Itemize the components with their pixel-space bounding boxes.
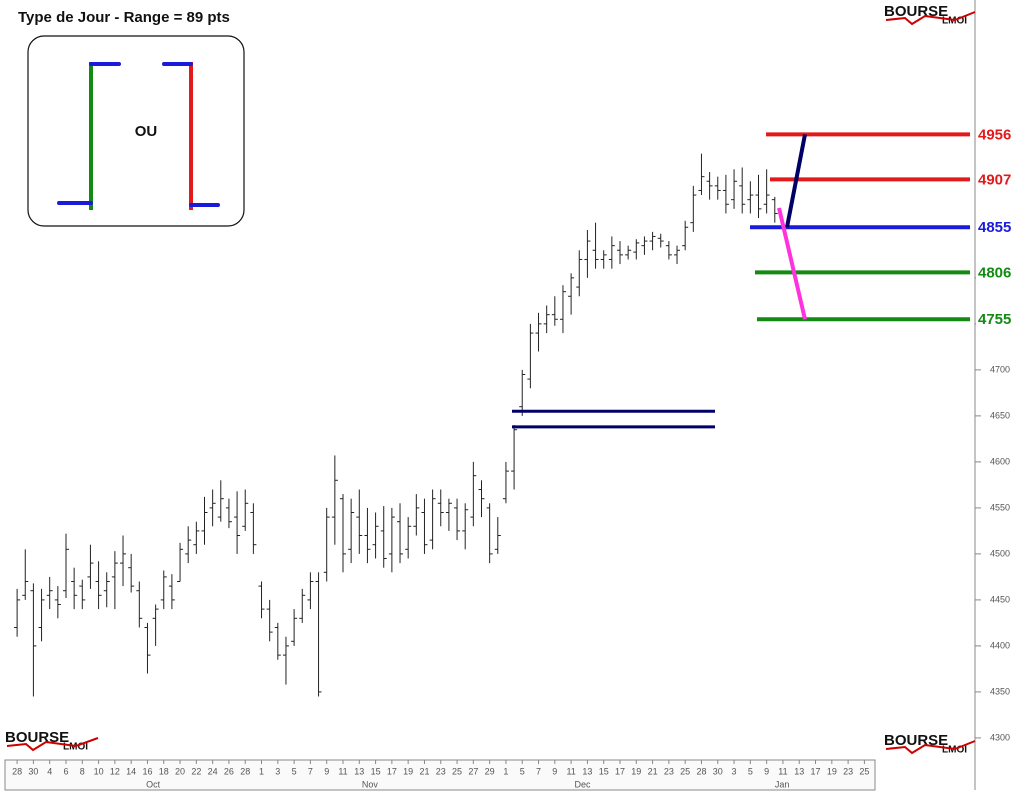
chart-title: Type de Jour - Range = 89 pts — [18, 9, 230, 26]
x-tick-label: 12 — [110, 766, 120, 776]
level-label-bg — [976, 170, 1024, 189]
x-tick-label: 22 — [191, 766, 201, 776]
move-line — [777, 207, 807, 320]
x-tick-label: 24 — [208, 766, 218, 776]
inset-text: OU — [135, 123, 158, 140]
y-tick-label: 4350 — [990, 686, 1010, 696]
x-tick-label: 21 — [648, 766, 658, 776]
logo-swoosh — [885, 740, 976, 755]
x-tick-label: 1 — [259, 766, 264, 776]
x-tick-label: 23 — [664, 766, 674, 776]
x-tick-label: 11 — [338, 766, 347, 776]
level-label-bg — [976, 263, 1024, 282]
x-tick-label: 17 — [615, 766, 625, 776]
x-tick-label: 17 — [387, 766, 397, 776]
x-tick-label: 28 — [240, 766, 250, 776]
x-tick-label: 4 — [47, 766, 52, 776]
level-label: 4755 — [978, 311, 1011, 328]
x-tick-label: 30 — [713, 766, 723, 776]
x-tick-label: 30 — [28, 766, 38, 776]
x-tick-label: 9 — [764, 766, 769, 776]
y-tick-label: 4600 — [990, 456, 1010, 466]
x-tick-label: 9 — [552, 766, 557, 776]
x-tick-label: 5 — [748, 766, 753, 776]
month-label: Nov — [362, 779, 379, 789]
x-tick-label: 3 — [275, 766, 280, 776]
y-tick-label: 4650 — [990, 410, 1010, 420]
x-tick-label: 3 — [732, 766, 737, 776]
x-tick-label: 19 — [827, 766, 837, 776]
x-tick-label: 10 — [94, 766, 104, 776]
x-tick-label: 25 — [680, 766, 690, 776]
x-tick-label: 28 — [12, 766, 22, 776]
x-tick-label: 29 — [485, 766, 495, 776]
month-label: Jan — [775, 779, 790, 789]
logo-swoosh — [885, 11, 976, 26]
x-tick-label: 17 — [811, 766, 821, 776]
x-tick-label: 28 — [696, 766, 706, 776]
move-line — [785, 133, 807, 228]
logo: BOURSE LMOI — [884, 3, 976, 27]
x-tick-label: 5 — [520, 766, 525, 776]
level-label: 4806 — [978, 264, 1011, 281]
x-tick-label: 19 — [631, 766, 641, 776]
x-tick-label: 11 — [778, 766, 787, 776]
logo-suffix: LMOI — [942, 16, 967, 27]
x-tick-label: 13 — [794, 766, 804, 776]
x-tick-label: 26 — [224, 766, 234, 776]
logo: BOURSE LMOI — [5, 729, 99, 753]
x-tick-label: 21 — [419, 766, 429, 776]
logo-suffix: LMOI — [942, 745, 967, 756]
y-tick-label: 4700 — [990, 364, 1010, 374]
level-label: 4956 — [978, 126, 1011, 143]
y-tick-label: 4450 — [990, 594, 1010, 604]
x-tick-label: 1 — [503, 766, 508, 776]
x-tick-label: 8 — [80, 766, 85, 776]
x-tick-label: 13 — [354, 766, 364, 776]
x-tick-label: 7 — [308, 766, 313, 776]
y-tick-label: 4400 — [990, 640, 1010, 650]
level-label-bg — [976, 218, 1024, 237]
logo: BOURSE LMOI — [884, 732, 976, 756]
x-tick-label: 25 — [859, 766, 869, 776]
x-tick-label: 11 — [566, 766, 575, 776]
x-tick-label: 25 — [452, 766, 462, 776]
y-tick-label: 4500 — [990, 548, 1010, 558]
logo-suffix: LMOI — [63, 742, 88, 753]
logo-name: BOURSE — [884, 3, 948, 20]
x-tick-label: 7 — [536, 766, 541, 776]
level-label: 4907 — [978, 171, 1011, 188]
level-label-bg — [976, 310, 1024, 329]
x-tick-label: 5 — [292, 766, 297, 776]
x-tick-label: 19 — [403, 766, 413, 776]
x-tick-label: 23 — [843, 766, 853, 776]
x-tick-label: 16 — [142, 766, 152, 776]
x-tick-label: 18 — [159, 766, 169, 776]
x-axis-strip — [4, 759, 876, 791]
month-label: Dec — [575, 779, 592, 789]
x-tick-label: 27 — [468, 766, 478, 776]
logo-swoosh — [6, 737, 99, 752]
logo-name: BOURSE — [884, 732, 948, 749]
x-tick-label: 15 — [599, 766, 609, 776]
level-label: 4855 — [978, 219, 1011, 236]
x-tick-label: 9 — [324, 766, 329, 776]
logo-name: BOURSE — [5, 729, 69, 746]
x-tick-label: 14 — [126, 766, 136, 776]
y-tick-label: 4300 — [990, 732, 1010, 742]
x-tick-label: 20 — [175, 766, 185, 776]
x-tick-label: 6 — [63, 766, 68, 776]
x-tick-label: 23 — [436, 766, 446, 776]
x-tick-label: 15 — [371, 766, 381, 776]
y-tick-label: 4550 — [990, 502, 1010, 512]
x-tick-label: 13 — [582, 766, 592, 776]
month-label: Oct — [146, 779, 161, 789]
level-label-bg — [976, 125, 1024, 144]
